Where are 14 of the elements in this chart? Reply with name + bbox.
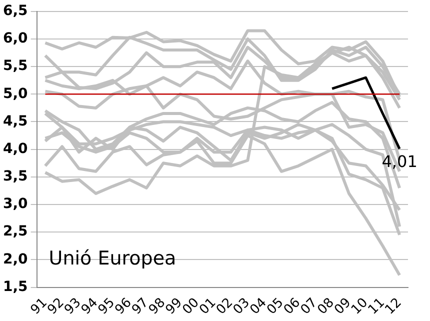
y-tick-label: 2,0 <box>2 251 28 268</box>
y-tick-label: 6,0 <box>2 30 28 47</box>
y-tick-label: 4,0 <box>2 140 28 157</box>
y-tick-label: 3,0 <box>2 196 28 212</box>
x-tick-label: 12 <box>382 295 405 318</box>
annotation: Unió Europea <box>48 248 176 270</box>
y-tick-label: 1,5 <box>2 278 28 295</box>
y-tick-label: 6,5 <box>2 3 28 20</box>
y-tick-label: 3,5 <box>2 168 28 185</box>
y-tick-label: 5,5 <box>2 58 28 74</box>
y-tick-label: 5,0 <box>2 86 28 102</box>
y-tick-label: 2,5 <box>2 224 28 240</box>
y-tick-label: 4,5 <box>2 113 28 130</box>
data-label: 4,01 <box>382 152 418 171</box>
